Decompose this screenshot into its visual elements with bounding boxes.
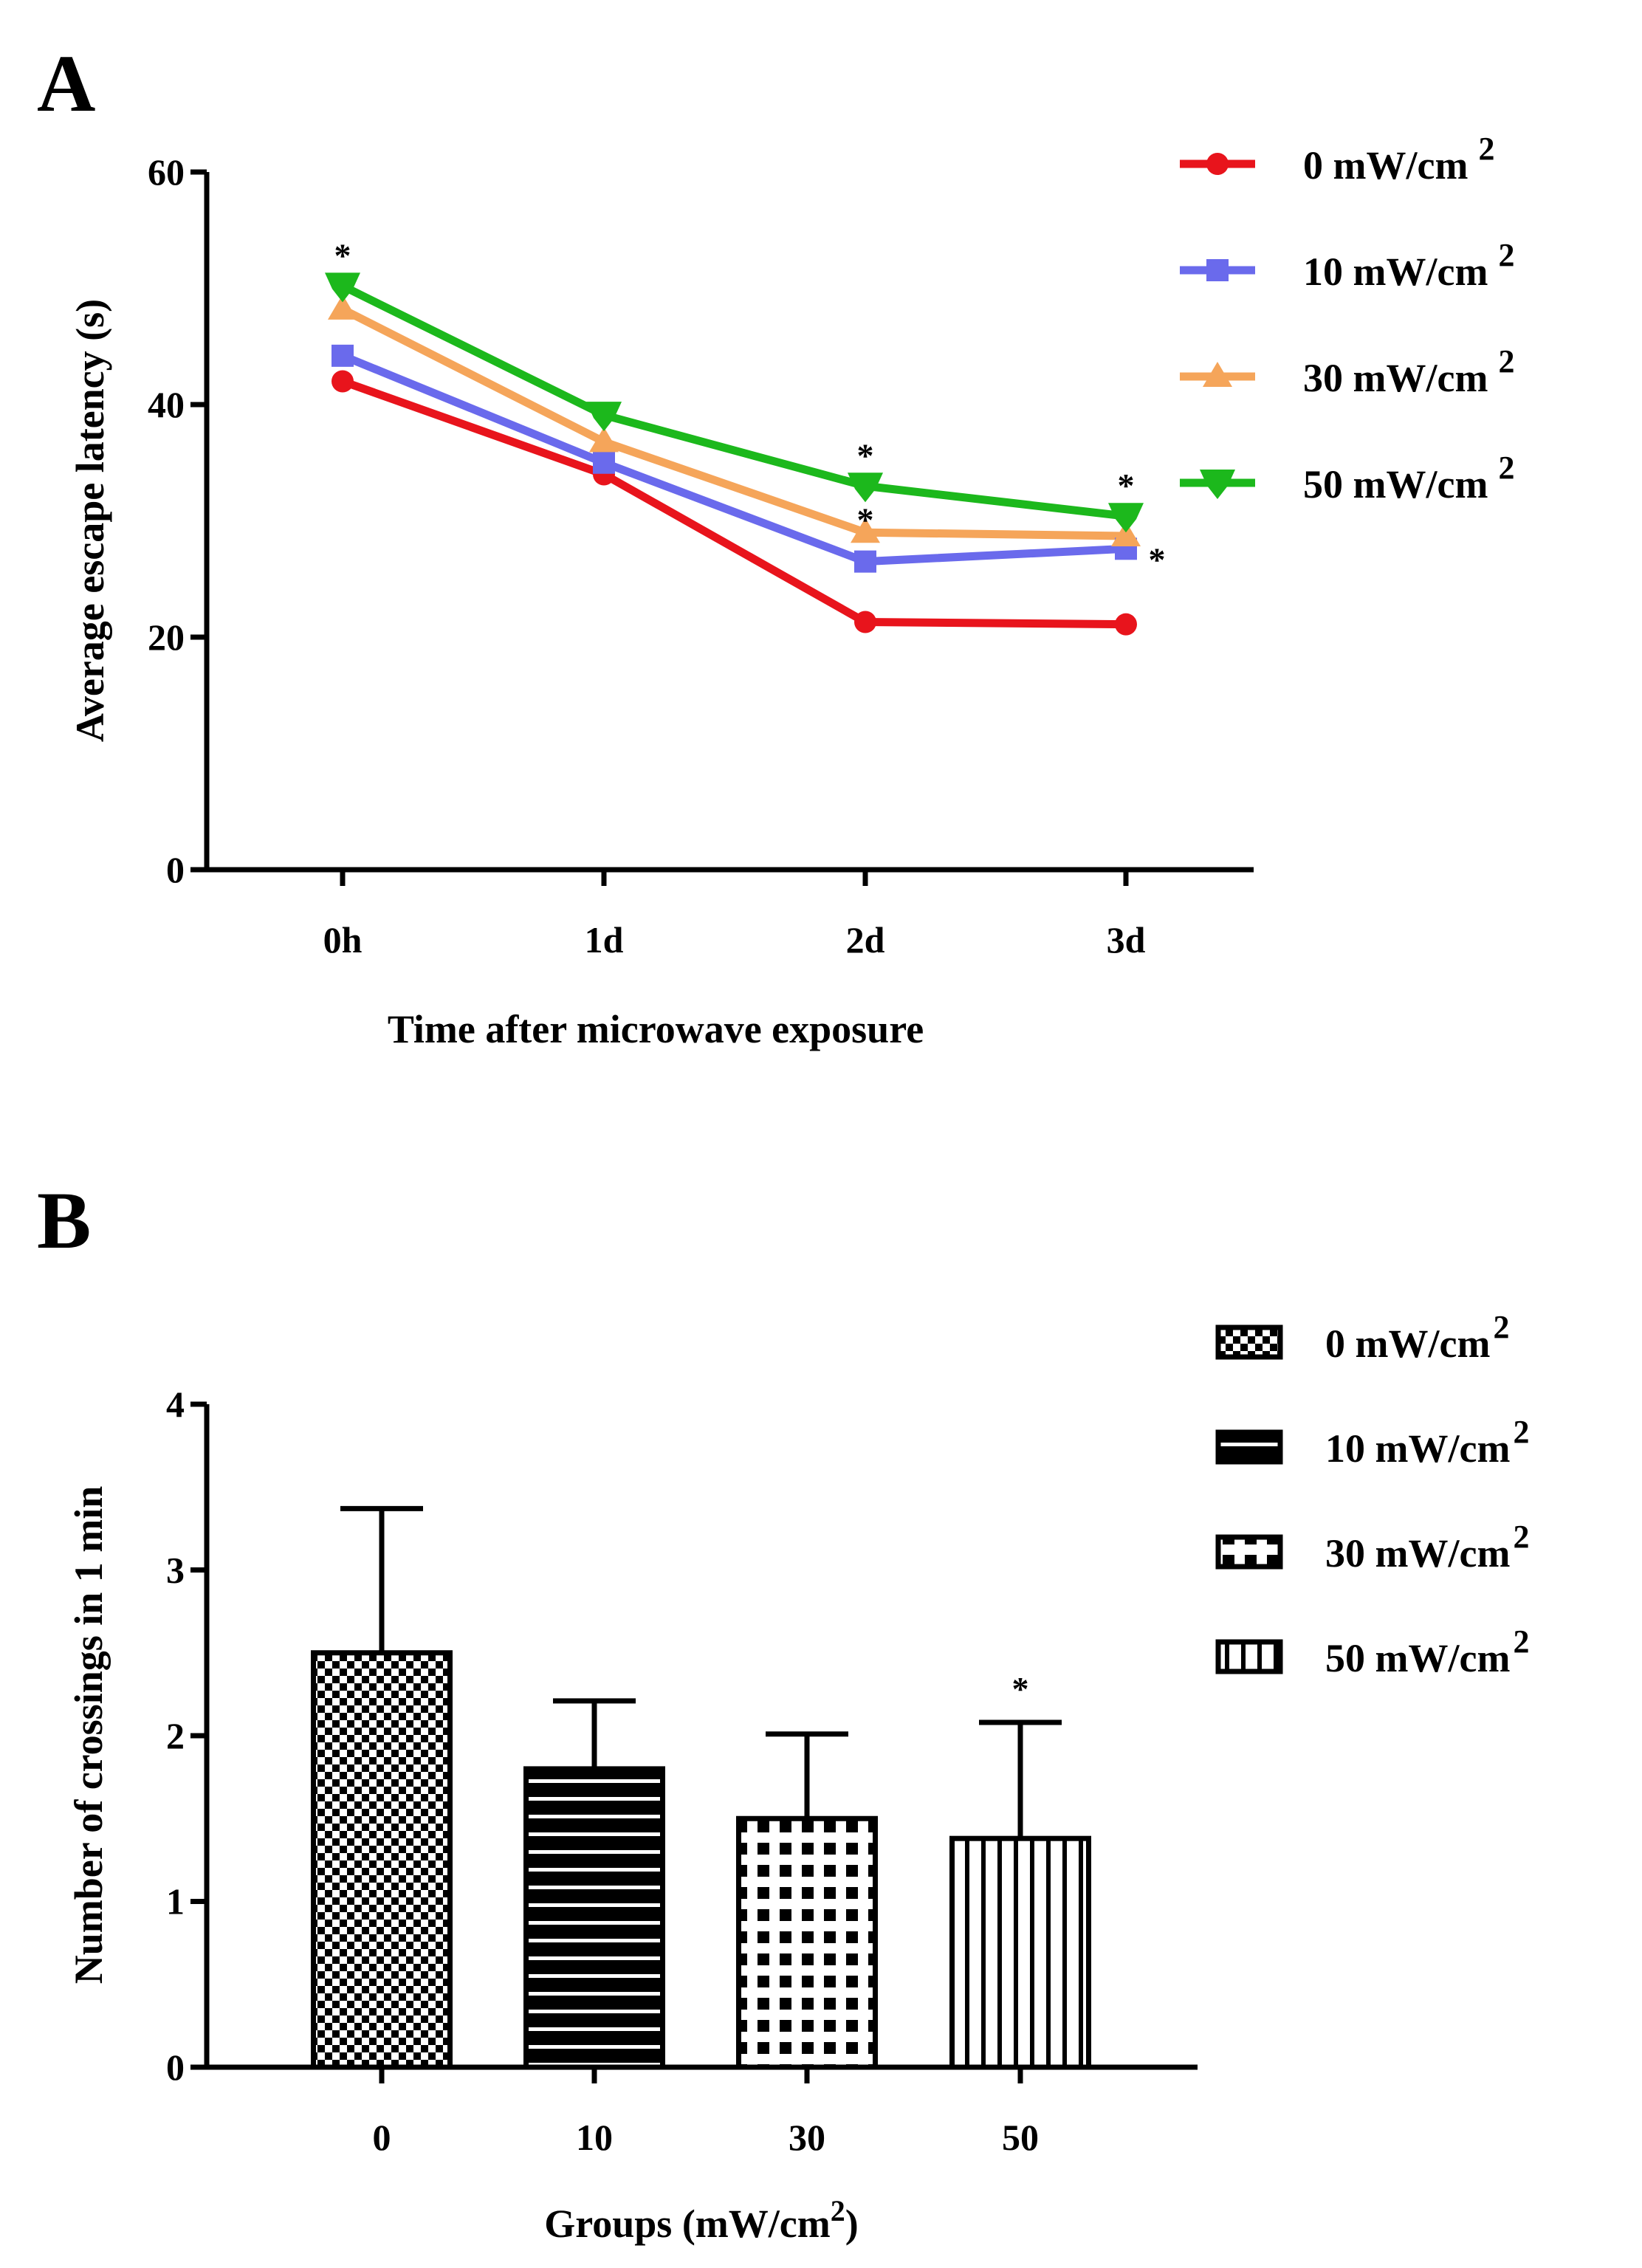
legend-label-text: 30 mW/cm bbox=[1303, 356, 1488, 400]
series-0-point-0 bbox=[332, 370, 354, 393]
y-tick-label: 2 bbox=[166, 1715, 185, 1756]
bar-0 bbox=[311, 1650, 453, 2070]
legend-label-sup: 2 bbox=[1498, 343, 1514, 379]
significance-marker: * bbox=[1149, 540, 1166, 578]
y-tick-label: 3 bbox=[166, 1550, 185, 1591]
x-tick-label: 1d bbox=[585, 919, 624, 961]
bar-chart-crossings: Number of crossings in 1 min Groups (mW/… bbox=[66, 1309, 1529, 2246]
series-line-0 bbox=[341, 377, 1127, 629]
bar-1 bbox=[523, 1766, 665, 2070]
y-axis-title: Number of crossings in 1 min bbox=[66, 1486, 111, 1984]
series-3-point-2 bbox=[848, 472, 883, 503]
legend-label-text: 50 mW/cm bbox=[1303, 462, 1488, 506]
x-tick-label: 0 bbox=[373, 2117, 391, 2158]
panel-a-letter: A bbox=[37, 38, 95, 128]
y-tick-label: 1 bbox=[166, 1881, 185, 1922]
legend-label-0: 0 mW/cm 2 bbox=[1303, 131, 1494, 188]
legend-label-sup: 2 bbox=[1478, 131, 1494, 167]
x-tick-label: 30 bbox=[789, 2117, 825, 2158]
legend-marker-1 bbox=[1206, 259, 1229, 281]
x-tick-label: 2d bbox=[846, 919, 885, 961]
series-3-point-0 bbox=[325, 272, 360, 303]
legend-label-sup: 2 bbox=[1498, 450, 1514, 486]
legend-label-sup: 2 bbox=[1513, 1519, 1529, 1555]
x-tick-label: 0h bbox=[323, 919, 363, 961]
y-tick-label: 20 bbox=[148, 616, 185, 658]
x-axis-title: Groups (mW/cm2) bbox=[544, 2194, 858, 2246]
legend-label-text: 10 mW/cm bbox=[1325, 1426, 1510, 1471]
series-line-1 bbox=[340, 351, 1127, 566]
x-axis-title: Time after microwave exposure bbox=[388, 1007, 924, 1051]
line-chart-escape-latency: Average escape latency (s) Time after mi… bbox=[68, 131, 1514, 1051]
y-tick-label: 0 bbox=[166, 2047, 185, 2088]
y-tick-label: 0 bbox=[166, 849, 185, 890]
y-tick-label: 4 bbox=[166, 1384, 185, 1425]
legend: 0 mW/cm 2 10 mW/cm 2 30 mW/cm 2 50 mW/cm 2 bbox=[1180, 131, 1514, 506]
series-3-point-3 bbox=[1108, 503, 1144, 533]
legend-marker-3 bbox=[1200, 470, 1235, 499]
significance-marker: * bbox=[334, 236, 351, 274]
x-axis-title-close: ) bbox=[845, 2202, 859, 2246]
bar-3 bbox=[949, 1835, 1091, 2070]
legend-label-sup: 2 bbox=[1513, 1414, 1529, 1450]
legend-label-sup: 2 bbox=[1513, 1623, 1529, 1660]
legend-swatch-0 bbox=[1215, 1324, 1283, 1360]
panel-b-letter: B bbox=[37, 1175, 91, 1265]
y-axis-title: Average escape latency (s) bbox=[68, 299, 112, 742]
significance-marker: * bbox=[1012, 1670, 1029, 1708]
series-3-point-1 bbox=[586, 402, 622, 432]
x-tick-label: 50 bbox=[1002, 2117, 1039, 2158]
significance-marker: * bbox=[1118, 467, 1135, 504]
legend-label-sup: 2 bbox=[1498, 237, 1514, 273]
series-2-point-3 bbox=[1111, 520, 1141, 546]
legend-marker-0 bbox=[1206, 153, 1229, 175]
legend-label-2: 30 mW/cm 2 bbox=[1303, 343, 1514, 400]
x-axis-title-text: Groups (mW/cm bbox=[544, 2202, 831, 2246]
series-2-point-1 bbox=[589, 427, 619, 453]
legend-label-text: 0 mW/cm bbox=[1325, 1322, 1490, 1366]
y-tick-label: 60 bbox=[148, 151, 185, 193]
series-2-point-2 bbox=[851, 518, 880, 543]
series-1-point-0 bbox=[332, 344, 354, 367]
legend-label-text: 30 mW/cm bbox=[1325, 1531, 1510, 1575]
legend-swatch-3 bbox=[1215, 1639, 1283, 1674]
x-axis-title-sup: 2 bbox=[831, 2194, 845, 2227]
series-1-point-1 bbox=[593, 451, 615, 474]
x-tick-label: 3d bbox=[1107, 919, 1146, 961]
legend-marker-2 bbox=[1203, 362, 1232, 387]
legend-label-2: 30 mW/cm2 bbox=[1325, 1519, 1529, 1575]
bar-2 bbox=[736, 1815, 878, 2070]
series-1-point-2 bbox=[854, 550, 876, 573]
legend-label-text: 0 mW/cm bbox=[1303, 143, 1468, 188]
significance-marker: * bbox=[857, 436, 874, 474]
x-tick-label: 10 bbox=[576, 2117, 613, 2158]
legend-label-0: 0 mW/cm2 bbox=[1325, 1309, 1509, 1366]
series-line-2 bbox=[340, 305, 1127, 540]
series-0-point-2 bbox=[854, 611, 876, 633]
y-tick-label: 40 bbox=[148, 384, 185, 425]
significance-marker: * bbox=[857, 501, 874, 538]
legend-label-sup: 2 bbox=[1493, 1309, 1509, 1345]
legend-label-1: 10 mW/cm 2 bbox=[1303, 237, 1514, 294]
legend-label-3: 50 mW/cm 2 bbox=[1303, 450, 1514, 506]
legend-label-text: 50 mW/cm bbox=[1325, 1636, 1510, 1680]
series-line-3 bbox=[340, 282, 1127, 520]
legend-label-3: 50 mW/cm2 bbox=[1325, 1623, 1529, 1680]
series-0-point-3 bbox=[1115, 613, 1137, 636]
series-2-point-0 bbox=[328, 294, 357, 320]
legend-swatch-2 bbox=[1215, 1534, 1283, 1570]
legend-swatch-1 bbox=[1215, 1429, 1283, 1465]
legend-label-text: 10 mW/cm bbox=[1303, 250, 1488, 294]
legend-label-1: 10 mW/cm2 bbox=[1325, 1414, 1529, 1471]
